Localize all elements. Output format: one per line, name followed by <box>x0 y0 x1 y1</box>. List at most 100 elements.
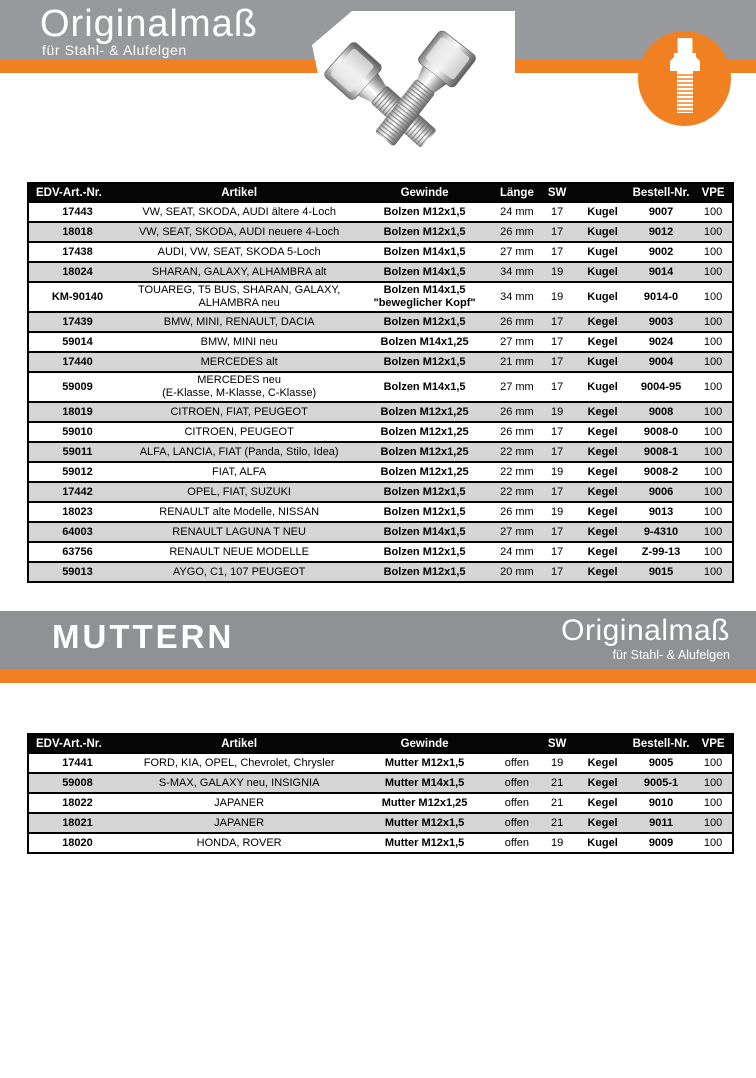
table-row: 63756 RENAULT NEUE MODELLE Bolzen M12x1,5 2… <box>28 542 733 562</box>
cell-bestellnr: 9008-2 <box>643 465 679 478</box>
cell-vpe: 100 <box>703 225 723 238</box>
cell-laenge: offen <box>504 776 530 789</box>
cell-seat: Kegel <box>587 816 618 829</box>
cell-edv: 18020 <box>62 836 93 849</box>
cell-bestellnr: Z-99-13 <box>641 545 681 558</box>
cell-laenge: 24 mm <box>500 205 534 218</box>
cell-laenge: offen <box>504 836 530 849</box>
cell-artikel: SHARAN, GALAXY, ALHAMBRA alt <box>151 265 327 278</box>
cell-bestellnr: 9011 <box>649 816 673 829</box>
bolzen-header-row: EDV-Art.-Nr. Artikel Gewinde Länge SW Be… <box>28 183 733 202</box>
cell-artikel: JAPANER <box>214 796 265 809</box>
cell-sw: 17 <box>550 380 564 393</box>
cell-laenge: offen <box>504 756 530 769</box>
cell-laenge: offen <box>504 816 530 829</box>
cell-vpe: 100 <box>703 485 723 498</box>
cell-vpe: 100 <box>703 776 723 789</box>
cell-vpe: 100 <box>703 796 723 809</box>
table-row: 59013 AYGO, C1, 107 PEUGEOT Bolzen M12x1,5… <box>28 562 733 582</box>
cell-sw: 17 <box>550 205 564 218</box>
cell-sw: 19 <box>550 290 564 303</box>
cell-edv: KM-90140 <box>51 290 104 303</box>
cell-vpe: 100 <box>703 335 723 348</box>
table-row: 59008 S-MAX, GALAXY neu, INSIGNIA Mutter M… <box>28 773 733 793</box>
cell-vpe: 100 <box>703 380 723 393</box>
cell-edv: 17441 <box>62 756 93 769</box>
cell-artikel: CITROEN, FIAT, PEUGEOT <box>170 405 308 418</box>
cell-bestellnr: 9003 <box>648 315 674 328</box>
cell-edv: 18021 <box>62 816 93 829</box>
cell-gewinde: Bolzen M12x1,5 <box>383 565 466 578</box>
col-header-laenge: Länge <box>496 183 537 202</box>
cell-bestellnr: 9008-0 <box>643 425 679 438</box>
cell-bestellnr: 9012 <box>648 225 674 238</box>
cell-laenge: 22 mm <box>500 485 534 498</box>
col-header-edv: EDV-Art.-Nr. <box>28 183 126 202</box>
cell-laenge: 20 mm <box>500 565 534 578</box>
col-header-edv: EDV-Art.-Nr. <box>28 734 126 753</box>
table-row: 17442 OPEL, FIAT, SUZUKI Bolzen M12x1,5 22 … <box>28 482 733 502</box>
cell-laenge: 27 mm <box>500 525 534 538</box>
cell-artikel: FORD, KIA, OPEL, Chevrolet, Chrysler <box>143 756 335 769</box>
cell-artikel: BMW, MINI, RENAULT, DACIA <box>163 315 315 328</box>
cell-gewinde: Bolzen M12x1,5 <box>383 505 466 518</box>
cell-vpe: 100 <box>703 465 723 478</box>
cell-sw: 21 <box>550 776 564 789</box>
col-header-seat <box>577 734 628 753</box>
table-row: 17438 AUDI, VW, SEAT, SKODA 5-Loch Bolzen … <box>28 242 733 262</box>
cell-edv: 17439 <box>62 315 93 328</box>
cell-bestellnr: 9015 <box>648 565 674 578</box>
cell-gewinde: Bolzen M12x1,5 <box>383 485 466 498</box>
table-row: 17443 VW, SEAT, SKODA, AUDI ältere 4-Loch… <box>28 202 733 222</box>
table-row: 18021 JAPANER Mutter M12x1,5 offen 21 Kegel 90… <box>28 813 733 833</box>
cell-sw: 19 <box>550 756 564 769</box>
cell-sw: 19 <box>550 836 564 849</box>
col-header-vpe: VPE <box>694 734 733 753</box>
table-row: KM-90140 TOUAREG, T5 BUS, SHARAN, GALAXY,… <box>28 282 733 312</box>
cell-edv: 18022 <box>62 796 93 809</box>
table-row: 18024 SHARAN, GALAXY, ALHAMBRA alt Bolzen … <box>28 262 733 282</box>
table-row: 18023 RENAULT alte Modelle, NISSAN Bolzen … <box>28 502 733 522</box>
table-row: 17440 MERCEDES alt Bolzen M12x1,5 21 mm 17 Ku… <box>28 352 733 372</box>
cell-gewinde: Bolzen M12x1,25 <box>380 425 469 438</box>
table-row: 59010 CITROEN, PEUGEOT Bolzen M12x1,25 26 m… <box>28 422 733 442</box>
cell-bestellnr: 9014-0 <box>643 290 679 303</box>
cell-laenge: 21 mm <box>500 355 534 368</box>
cell-laenge: 26 mm <box>500 405 534 418</box>
cell-seat: Kegel <box>587 776 618 789</box>
cell-seat: Kegel <box>587 485 618 498</box>
cell-sw: 21 <box>550 796 564 809</box>
cell-edv: 59013 <box>62 565 93 578</box>
cell-artikel: CITROEN, PEUGEOT <box>184 425 294 438</box>
cell-edv: 17442 <box>62 485 93 498</box>
cell-edv: 59008 <box>62 776 93 789</box>
muttern-table: EDV-Art.-Nr. Artikel Gewinde SW Bestell-… <box>27 733 734 854</box>
cell-edv: 18018 <box>62 225 93 238</box>
cell-bestellnr: 9008-1 <box>643 445 679 458</box>
cell-seat: Kegel <box>587 335 618 348</box>
cell-gewinde: Bolzen M14x1,25 <box>380 335 469 348</box>
cell-seat: Kegel <box>587 525 618 538</box>
cell-seat: Kegel <box>587 405 618 418</box>
col-header-bestellnr: Bestell-Nr. <box>627 183 695 202</box>
cell-artikel: AUDI, VW, SEAT, SKODA 5-Loch <box>157 245 321 258</box>
cell-vpe: 100 <box>703 290 723 303</box>
cell-artikel: MERCEDES alt <box>200 355 278 368</box>
cell-vpe: 100 <box>703 405 723 418</box>
cell-bestellnr: 9013 <box>648 505 674 518</box>
cell-edv: 59009 <box>62 380 93 393</box>
cell-gewinde: Bolzen M14x1,5 <box>383 245 466 258</box>
cell-gewinde: Bolzen M14x1,5 <box>383 265 466 278</box>
cell-seat: Kegel <box>587 315 618 328</box>
cell-bestellnr: 9008 <box>648 405 674 418</box>
cell-laenge: 26 mm <box>500 315 534 328</box>
col-header-bestellnr: Bestell-Nr. <box>627 734 695 753</box>
cell-sw: 17 <box>550 565 564 578</box>
cell-sw: 19 <box>550 505 564 518</box>
cell-vpe: 100 <box>703 525 723 538</box>
cell-vpe: 100 <box>703 245 723 258</box>
cell-seat: Kugel <box>587 290 618 303</box>
cell-vpe: 100 <box>703 756 723 769</box>
cell-artikel: S-MAX, GALAXY neu, INSIGNIA <box>158 776 320 789</box>
wheel-bolt-icon <box>669 38 700 113</box>
